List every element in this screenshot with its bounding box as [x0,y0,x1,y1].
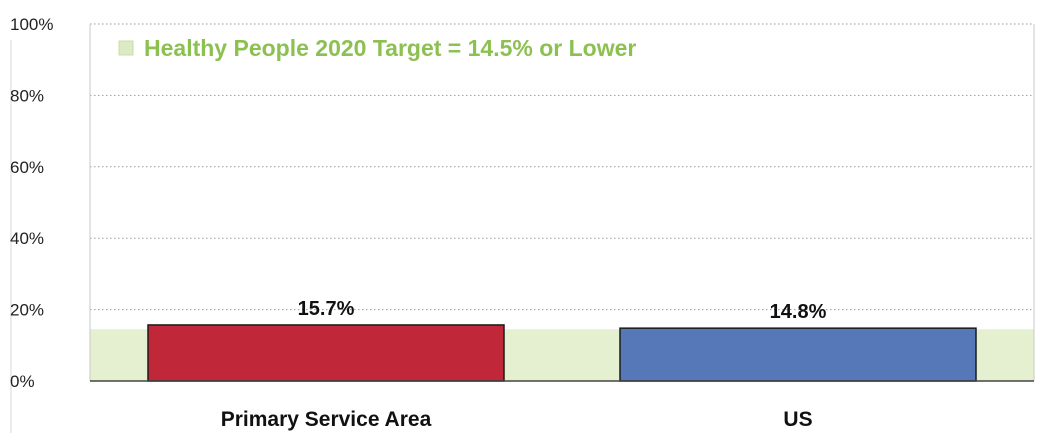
data-label: 15.7% [298,298,355,320]
y-tick-label: 0% [10,372,35,391]
target-legend-label: Healthy People 2020 Target = 14.5% or Lo… [144,35,636,61]
y-tick-label: 20% [10,301,44,320]
bar [619,327,977,382]
target-legend-swatch [118,40,134,56]
plot-area [90,24,1034,381]
gridlines [90,23,1034,311]
target-legend: Healthy People 2020 Target = 14.5% or Lo… [118,35,636,61]
bars: 15.7% 14.8% [147,298,977,382]
data-label: 14.8% [770,301,827,323]
category-label: Primary Service Area [221,408,432,431]
bar [147,324,505,382]
y-tick-label: 100% [10,15,53,34]
y-tick-label: 80% [10,86,44,105]
y-tick-label: 40% [10,229,44,248]
y-axis-ticks: 0% 20% 40% 60% 80% 100% [10,15,53,391]
x-axis-categories: Primary Service Area US [221,408,813,431]
y-tick-label: 60% [10,158,44,177]
category-label: US [783,408,812,431]
